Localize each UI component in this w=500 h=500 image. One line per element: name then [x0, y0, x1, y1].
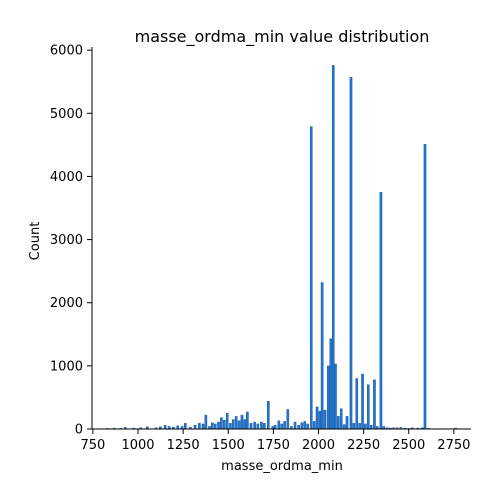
histogram-bar-19: [205, 415, 207, 429]
histogram-bar-51: [307, 424, 309, 429]
histogram-bar-33: [246, 412, 248, 429]
histogram-bar-36: [257, 424, 259, 429]
x-tick-label-4: 1750: [257, 438, 290, 453]
histogram-bar-74: [373, 380, 375, 429]
histogram-bar-24: [220, 418, 222, 429]
histogram-bar-34: [250, 423, 252, 429]
y-tick-label-1: 1000: [50, 359, 83, 374]
histogram-bar-38: [263, 423, 265, 429]
x-tick-label-7: 2500: [392, 438, 425, 453]
histogram-bar-27: [229, 423, 231, 429]
x-tick-label-2: 1250: [167, 438, 200, 453]
histogram-bar-32: [244, 420, 246, 429]
histogram-bar-63: [340, 409, 342, 429]
y-tick-label-0: 0: [75, 423, 83, 438]
histogram-bar-88: [424, 144, 426, 429]
histogram-bar-21: [211, 423, 213, 429]
histogram-bar-48: [298, 425, 300, 429]
x-axis-ticks: 750 1000 1250 1500 1750 2000 2250 2500 2750: [80, 429, 470, 453]
histogram-bar-18: [202, 424, 204, 429]
y-axis-ticks: 0 1000 2000 3000 4000 5000 6000: [50, 44, 92, 438]
y-tick-label-4: 4000: [50, 170, 83, 185]
histogram-bar-28: [232, 420, 234, 429]
x-axis-label: masse_ordma_min: [221, 459, 343, 474]
histogram-bar-47: [294, 422, 296, 429]
histogram-bar-43: [281, 424, 283, 429]
histogram-bar-76: [380, 192, 382, 429]
x-tick-label-1: 1000: [121, 438, 154, 453]
y-axis-label: Count: [28, 222, 43, 261]
histogram-bar-50: [304, 421, 306, 429]
histogram-bar-59: [330, 339, 332, 429]
histogram-bar-68: [356, 378, 358, 429]
histogram-bar-67: [353, 423, 355, 429]
histogram-bar-31: [241, 415, 243, 429]
x-tick-label-8: 2750: [437, 438, 470, 453]
histogram-bar-60: [332, 65, 334, 429]
histogram-bar-72: [367, 385, 369, 429]
histogram-bar-26: [226, 413, 228, 429]
y-tick-label-6: 6000: [50, 44, 83, 59]
histogram-bar-53: [313, 421, 315, 429]
histogram-bar-57: [324, 410, 326, 429]
x-tick-label-3: 1500: [212, 438, 245, 453]
histogram-bar-66: [350, 77, 352, 429]
histogram-bar-71: [364, 424, 366, 429]
histogram-bar-55: [319, 411, 321, 429]
histogram-bar-29: [235, 416, 237, 429]
histogram-bar-25: [223, 420, 225, 429]
x-tick-label-0: 750: [80, 438, 105, 453]
histogram-bar-9: [164, 425, 166, 429]
histogram-bar-42: [278, 421, 280, 429]
histogram-bar-22: [214, 424, 216, 429]
y-tick-label-5: 5000: [50, 107, 83, 122]
histogram-bar-58: [327, 366, 329, 429]
y-tick-label-2: 2000: [50, 296, 83, 311]
histogram-bar-39: [267, 401, 269, 429]
histogram-bar-70: [361, 374, 363, 429]
histogram-bar-56: [321, 283, 323, 429]
histogram-bar-52: [310, 127, 312, 429]
histogram-bar-73: [370, 425, 372, 429]
histogram-bar-44: [283, 421, 285, 429]
histogram-bar-49: [301, 423, 303, 429]
histogram-bar-16: [194, 425, 196, 429]
y-tick-label-3: 3000: [50, 233, 83, 248]
bars-group: [106, 65, 456, 429]
histogram-bar-35: [254, 422, 256, 429]
histogram-bar-23: [217, 422, 219, 429]
histogram-bar-62: [337, 416, 339, 429]
histogram-bar-45: [287, 409, 289, 429]
x-tick-label-6: 2250: [347, 438, 380, 453]
histogram-bar-65: [346, 416, 348, 429]
histogram-bar-69: [359, 423, 361, 429]
histogram-bar-61: [334, 364, 336, 429]
histogram-bar-41: [274, 425, 276, 429]
histogram-bar-37: [260, 422, 262, 429]
histogram-bar-64: [343, 425, 345, 429]
histogram-bar-17: [198, 423, 200, 429]
histogram-bar-54: [316, 407, 318, 429]
histogram-bar-30: [238, 421, 240, 429]
histogram-bar-14: [184, 423, 186, 429]
chart-title: masse_ordma_min value distribution: [135, 27, 430, 47]
x-tick-label-5: 2000: [302, 438, 335, 453]
